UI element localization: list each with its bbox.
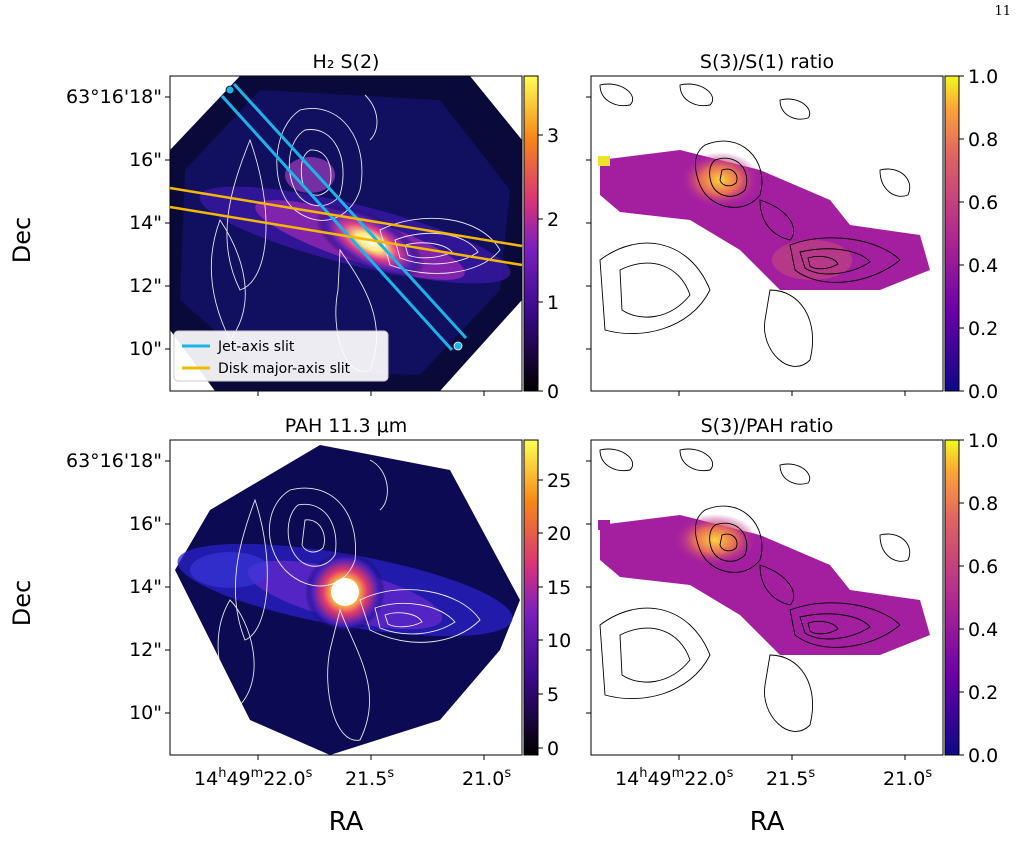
- panel-title: S(3)/PAH ratio: [701, 415, 834, 437]
- ra-tick: 21.5s: [345, 766, 394, 790]
- page-number: 11: [994, 4, 1011, 19]
- cbar-tick: 15: [547, 577, 571, 599]
- ratio-image: [591, 440, 943, 755]
- cbar-tick: 0: [547, 738, 559, 760]
- legend-label-jet: Jet-axis slit: [217, 339, 295, 355]
- cbar-tick: 0.8: [968, 129, 998, 151]
- cbar-tick: 2: [547, 209, 559, 231]
- axes-frame: [169, 439, 523, 756]
- cbar-tick: 1.0: [968, 430, 998, 452]
- axes-frame: [590, 439, 944, 756]
- colorbar: [523, 439, 539, 756]
- dec-tick: 63°16'18": [66, 450, 162, 472]
- contours: [599, 448, 911, 732]
- colorbar-ticks: 0.0 0.2 0.4 0.6 0.8 1.0: [959, 66, 998, 403]
- ra-tick-first: 14h49m22.0s: [615, 766, 734, 790]
- dec-tick: 16": [129, 513, 162, 535]
- cbar-tick: 25: [547, 470, 571, 492]
- colorbar-ticks: 0 1 2 3: [538, 125, 559, 403]
- dec-tick: 12": [129, 639, 162, 661]
- ra-tick: 21.5s: [766, 766, 815, 790]
- axes-frame: [590, 75, 944, 392]
- panel-s3-s1-ratio: S(3)/S(1) ratio: [590, 51, 998, 403]
- cbar-tick: 0.4: [968, 619, 998, 641]
- panel-pah: PAH 11.3 μm 0: [169, 415, 571, 760]
- cbar-tick: 0.8: [968, 493, 998, 515]
- ra-axis-right: 14h49m22.0s 21.5s 21.0s: [615, 755, 932, 790]
- legend: Jet-axis slit Disk major-axis slit: [173, 330, 389, 382]
- ra-ticks-top-row: [257, 391, 906, 396]
- dec-tick: 12": [129, 275, 162, 297]
- dec-tick: 10": [129, 702, 162, 724]
- colorbar-ticks: 0.0 0.2 0.4 0.6 0.8 1.0: [959, 430, 998, 767]
- ra-tick-first: 14h49m22.0s: [194, 766, 313, 790]
- colorbar: [944, 75, 960, 392]
- dec-tick: 14": [129, 576, 162, 598]
- panel-s3-pah-ratio: S(3)/PAH ratio: [590, 415, 998, 767]
- disk-major-axis-slit-line-b: [169, 205, 523, 267]
- dec-tick: 63°16'18": [66, 86, 162, 108]
- axes-frame: [169, 75, 523, 392]
- slit-end-marker: [453, 341, 463, 351]
- cbar-tick: 0.2: [968, 318, 998, 340]
- x-axis-label-left: RA: [329, 807, 364, 837]
- colorbar-ticks: 0 5 10 15 20 25: [538, 470, 571, 760]
- dec-tick: 10": [129, 338, 162, 360]
- cbar-tick: 0.4: [968, 255, 998, 277]
- ra-tick: 21.0s: [883, 766, 932, 790]
- cbar-tick: 20: [547, 523, 571, 545]
- cbar-tick: 0.0: [968, 745, 998, 767]
- dec-axis-top: 63°16'18" 16" 14" 12" 10": [66, 86, 170, 360]
- cbar-tick: 0.6: [968, 556, 998, 578]
- slits: [169, 82, 523, 352]
- dec-ticks-right-column: [586, 96, 591, 714]
- panel-title: PAH 11.3 μm: [285, 415, 408, 437]
- cbar-tick: 5: [547, 684, 559, 706]
- colorbar: [944, 439, 960, 756]
- panel-h2-s2: H₂ S(2): [169, 51, 559, 403]
- contours: [599, 83, 911, 367]
- cbar-tick: 3: [547, 125, 559, 147]
- panel-title: H₂ S(2): [313, 51, 380, 73]
- ra-axis-left: 14h49m22.0s 21.5s 21.0s: [194, 755, 511, 790]
- dec-tick: 14": [129, 212, 162, 234]
- ratio-image: [591, 76, 943, 391]
- pah-image: [170, 440, 522, 755]
- panel-title: S(3)/S(1) ratio: [700, 51, 834, 73]
- slit-start-marker: [225, 85, 235, 95]
- dec-axis-bottom: 63°16'18" 16" 14" 12" 10": [66, 450, 170, 724]
- cbar-tick: 0.0: [968, 381, 998, 403]
- cbar-tick: 0: [547, 381, 559, 403]
- contours: [217, 459, 481, 741]
- jet-axis-slit-line-a: [220, 94, 454, 352]
- jet-axis-slit-line-b: [232, 82, 468, 340]
- y-axis-label-bottom: Dec: [8, 580, 36, 626]
- x-axis-label-right: RA: [750, 807, 785, 837]
- legend-label-disk: Disk major-axis slit: [218, 361, 351, 377]
- cbar-tick: 1.0: [968, 66, 998, 88]
- y-axis-label-top: Dec: [8, 217, 36, 263]
- cbar-tick: 0.2: [968, 682, 998, 704]
- disk-major-axis-slit-line-a: [169, 186, 523, 248]
- cbar-tick: 0.6: [968, 192, 998, 214]
- dec-tick: 16": [129, 149, 162, 171]
- colorbar: [523, 75, 539, 392]
- ra-tick: 21.0s: [462, 766, 511, 790]
- cbar-tick: 1: [547, 292, 559, 314]
- cbar-tick: 10: [547, 630, 571, 652]
